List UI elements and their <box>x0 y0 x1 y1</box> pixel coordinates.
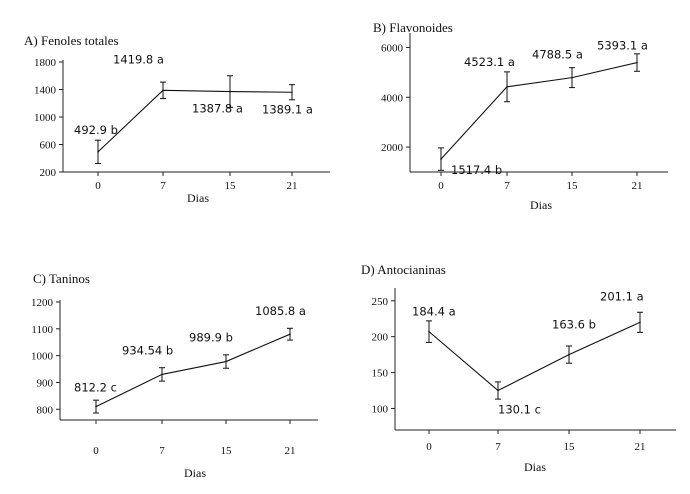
chart-a-title: A) Fenoles totales <box>24 33 119 48</box>
chart-b-point-label: 5393.1 a <box>597 39 648 53</box>
chart-a-point-label: 492.9 b <box>74 123 118 137</box>
chart-a-y-tick-label: 1800 <box>34 57 57 69</box>
chart-d-x-tick-label: 21 <box>635 441 646 453</box>
chart-c-y-tick-label: 900 <box>37 377 54 389</box>
chart-d-point-label: 163.6 b <box>552 318 596 332</box>
chart-c-x-tick-label: 7 <box>159 445 165 457</box>
chart-b-title: B) Flavonoides <box>373 20 453 35</box>
chart-b-x-tick-label: 15 <box>567 180 579 192</box>
chart-b-point-label: 4788.5 a <box>532 48 583 62</box>
chart-b-point-label: 4523.1 a <box>464 55 515 69</box>
chart-d-x-tick-label: 7 <box>495 441 501 453</box>
chart-b-y-tick-label: 6000 <box>381 42 404 54</box>
chart-a-data-point <box>229 90 231 93</box>
chart-d-title: D) Antocianinas <box>361 262 446 277</box>
chart-c-point-label: 934.54 b <box>122 343 173 357</box>
chart-a-x-tick-label: 0 <box>95 180 101 192</box>
chart-c-series-line <box>95 333 291 408</box>
chart-c-data-point <box>161 373 163 376</box>
chart-b-point-label: 1517.4 b <box>451 163 502 177</box>
chart-d-point-label: 184.4 a <box>412 305 456 319</box>
chart-c-data-point <box>225 360 227 363</box>
chart-c-point-label: 1085.8 a <box>255 304 306 318</box>
chart-a-point-label: 1387.8 a <box>192 102 243 116</box>
chart-b-data-point <box>636 61 638 64</box>
chart-a-y-tick-label: 600 <box>40 140 57 152</box>
chart-d-data-point <box>428 330 430 333</box>
chart-d-x-tick-label: 0 <box>426 441 432 453</box>
chart-b-x-tick-label: 7 <box>504 180 510 192</box>
chart-d-point-label: 130.1 c <box>498 403 541 417</box>
chart-b-data-point <box>506 86 508 88</box>
chart-d-point-label: 201.1 a <box>600 289 644 303</box>
chart-c-point-label: 989.9 b <box>189 331 233 345</box>
chart-b-x-axis-label: Dias <box>530 198 552 212</box>
chart-a-x-tick-label: 21 <box>287 180 298 192</box>
chart-b-x-tick-label: 0 <box>438 180 444 192</box>
chart-a-y-tick-label: 1000 <box>34 112 57 124</box>
chart-a-y-tick-label: 1400 <box>34 85 57 97</box>
chart-c-y-tick-label: 1000 <box>31 351 54 363</box>
chart-c-title: C) Taninos <box>33 271 90 286</box>
chart-c-x-tick-label: 0 <box>93 445 99 457</box>
chart-a-x-axis-label: Dias <box>187 191 209 205</box>
chart-a-point-label: 1419.8 a <box>113 52 164 66</box>
chart-a-y-tick-label: 200 <box>40 167 57 179</box>
chart-c-x-axis-label: Dias <box>184 466 206 480</box>
chart-d-y-tick-label: 100 <box>372 403 389 415</box>
chart-b-y-tick-label: 2000 <box>381 142 404 154</box>
chart-a-data-point <box>97 151 99 153</box>
chart-c-x-tick-label: 15 <box>221 445 233 457</box>
chart-d-data-point <box>497 389 499 392</box>
chart-d-x-tick-label: 15 <box>564 441 576 453</box>
chart-a-point-label: 1389.1 a <box>262 102 313 116</box>
chart-c-y-tick-label: 800 <box>37 404 54 416</box>
chart-d-y-tick-label: 250 <box>372 296 389 308</box>
chart-b-data-point <box>440 158 442 160</box>
chart-a-series-line <box>97 89 293 153</box>
chart-c-x-tick-label: 21 <box>285 445 296 457</box>
chart-d-series-line <box>428 321 641 392</box>
chart-a-data-point <box>162 89 164 92</box>
chart-b-series-line <box>440 62 638 160</box>
chart-c-y-tick-label: 1200 <box>31 297 54 309</box>
chart-d-x-axis-label: Dias <box>524 460 546 474</box>
chart-c-point-label: 812.2 c <box>74 381 117 395</box>
chart-b-data-point <box>571 76 573 79</box>
chart-b-x-tick-label: 21 <box>632 180 643 192</box>
chart-d-data-point <box>568 353 570 356</box>
chart-c-y-tick-label: 1100 <box>31 324 53 336</box>
chart-d-data-point <box>639 321 641 324</box>
chart-b-y-tick-label: 4000 <box>381 92 404 104</box>
chart-d-y-tick-label: 150 <box>372 368 389 380</box>
chart-a-x-tick-label: 15 <box>225 180 237 192</box>
chart-d-y-tick-label: 200 <box>372 332 389 344</box>
chart-a-x-tick-label: 7 <box>160 180 166 192</box>
chart-c-data-point <box>289 333 291 335</box>
chart-c-data-point <box>95 405 97 408</box>
chart-a-data-point <box>291 91 293 94</box>
